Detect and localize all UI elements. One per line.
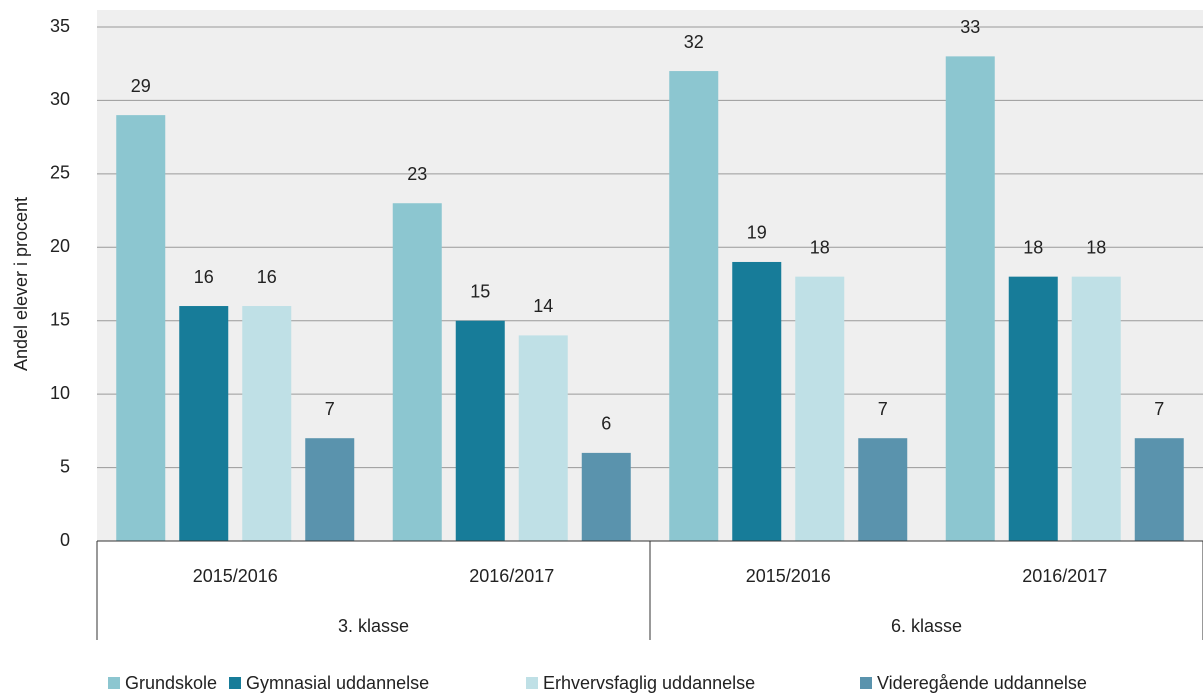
data-label: 18 [1023, 237, 1043, 257]
legend-label: Erhvervsfaglig uddannelse [543, 673, 755, 693]
bar [455, 320, 505, 541]
legend-swatch [860, 677, 872, 689]
data-label: 7 [878, 399, 888, 419]
data-label: 16 [257, 267, 277, 287]
y-tick-label: 20 [50, 236, 70, 256]
y-axis-title: Andel elever i procent [11, 197, 31, 371]
data-label: 29 [131, 76, 151, 96]
bar [518, 335, 568, 541]
legend-swatch [108, 677, 120, 689]
bar [392, 203, 442, 541]
y-tick-label: 25 [50, 163, 70, 183]
bar [858, 438, 908, 541]
y-tick-label: 30 [50, 89, 70, 109]
y-tick-label: 5 [60, 456, 70, 476]
bar [581, 452, 631, 541]
x-tick-label: 2016/2017 [1022, 566, 1107, 586]
bar [945, 56, 995, 541]
legend-swatch [526, 677, 538, 689]
bar [1008, 276, 1058, 541]
bar [1134, 438, 1184, 541]
data-label: 19 [747, 223, 767, 243]
bar [305, 438, 355, 541]
bar [795, 276, 845, 541]
bar [1071, 276, 1121, 541]
data-label: 7 [325, 399, 335, 419]
legend-swatch [229, 677, 241, 689]
bar [669, 71, 719, 542]
data-label: 33 [960, 17, 980, 37]
y-tick-label: 35 [50, 16, 70, 36]
y-tick-label: 10 [50, 383, 70, 403]
bar [179, 306, 229, 541]
bar [732, 261, 782, 541]
data-label: 23 [407, 164, 427, 184]
legend-label: Grundskole [125, 673, 217, 693]
y-tick-label: 0 [60, 530, 70, 550]
legend-label: Gymnasial uddannelse [246, 673, 429, 693]
data-label: 7 [1154, 399, 1164, 419]
bar [242, 306, 292, 541]
group-label: 3. klasse [338, 616, 409, 636]
bar [116, 115, 166, 541]
x-tick-label: 2015/2016 [193, 566, 278, 586]
data-label: 14 [533, 296, 553, 316]
data-label: 18 [1086, 237, 1106, 257]
x-tick-label: 2016/2017 [469, 566, 554, 586]
group-label: 6. klasse [891, 616, 962, 636]
data-label: 6 [601, 414, 611, 434]
legend-label: Videregående uddannelse [877, 673, 1087, 693]
data-label: 15 [470, 281, 490, 301]
y-tick-label: 15 [50, 309, 70, 329]
x-tick-label: 2015/2016 [746, 566, 831, 586]
data-label: 32 [684, 32, 704, 52]
data-label: 16 [194, 267, 214, 287]
data-label: 18 [810, 237, 830, 257]
